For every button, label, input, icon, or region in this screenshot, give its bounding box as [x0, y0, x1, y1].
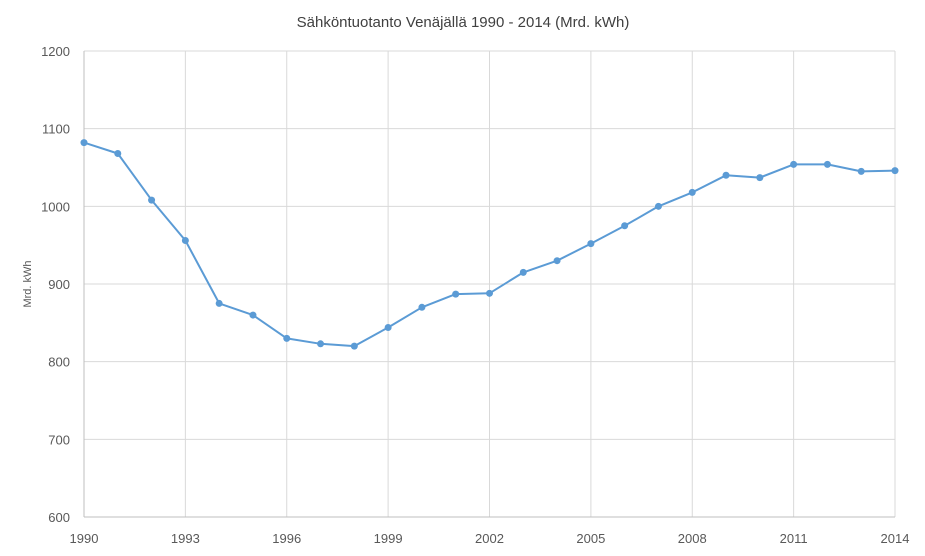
- x-tick-label: 1990: [70, 531, 99, 546]
- data-point: [891, 167, 899, 175]
- gridlines: [84, 50, 896, 517]
- data-point: [722, 171, 730, 179]
- tick-labels: 600 700 800 900 1000 1100 1200 1990 1993 1996 1999…: [41, 44, 909, 546]
- y-tick-label: 900: [48, 277, 70, 292]
- data-point: [553, 257, 561, 265]
- data-point: [384, 323, 392, 331]
- y-tick-label: 1000: [41, 199, 70, 214]
- data-point: [418, 303, 426, 311]
- axes: [83, 51, 895, 518]
- data-point: [621, 222, 629, 230]
- x-tick-label: 1993: [171, 531, 200, 546]
- y-tick-label: 1100: [42, 122, 70, 137]
- data-point: [587, 240, 595, 248]
- x-tick-label: 2002: [475, 531, 504, 546]
- x-tick-label: 2014: [881, 531, 910, 546]
- data-point: [823, 160, 831, 168]
- series: [80, 139, 899, 350]
- data-point: [790, 160, 798, 168]
- data-point: [114, 150, 122, 158]
- data-point: [317, 340, 325, 348]
- data-point: [688, 188, 696, 196]
- x-tick-label: 1996: [272, 531, 301, 546]
- data-point: [486, 289, 493, 297]
- data-point: [283, 334, 291, 342]
- y-tick-label: 800: [48, 355, 70, 370]
- chart-title: Sähköntuotanto Venäjällä 1990 - 2014 (Mr…: [297, 14, 630, 31]
- x-tick-label: 2011: [780, 531, 808, 546]
- y-tick-label: 700: [48, 432, 70, 447]
- data-point: [80, 139, 88, 147]
- data-point: [654, 202, 662, 210]
- data-point: [350, 342, 358, 350]
- y-axis-label: Mrd. kWh: [22, 260, 34, 307]
- data-point: [249, 311, 257, 319]
- data-point: [148, 196, 156, 204]
- x-tick-label: 1999: [374, 531, 403, 546]
- y-tick-label: 600: [48, 510, 70, 525]
- x-tick-label: 2008: [678, 531, 707, 546]
- data-point: [452, 290, 460, 298]
- x-tick-label: 2005: [576, 531, 605, 546]
- data-point: [756, 174, 764, 182]
- data-point: [181, 237, 189, 245]
- data-point: [519, 268, 527, 276]
- data-point: [215, 299, 223, 307]
- y-tick-label: 1200: [41, 44, 70, 59]
- data-point: [857, 167, 865, 175]
